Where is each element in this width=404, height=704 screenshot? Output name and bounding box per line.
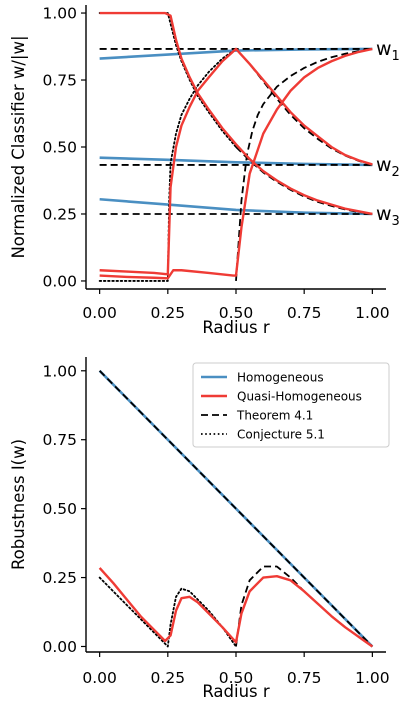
y-tick-label: 1.00 bbox=[42, 5, 77, 23]
x-axis-label: Radius r bbox=[202, 318, 270, 337]
y-tick-label: 0.50 bbox=[42, 139, 77, 157]
series-line-theorem-1 bbox=[99, 370, 373, 648]
x-axis-label: Radius r bbox=[202, 682, 270, 701]
x-tick-label: 1.00 bbox=[355, 304, 390, 322]
legend-label-3: Conjecture 5.1 bbox=[237, 428, 325, 442]
x-tick-label: 0.25 bbox=[151, 669, 186, 687]
weight-label-w1: w1 bbox=[376, 38, 400, 64]
weight-label-w2: w2 bbox=[376, 154, 400, 180]
x-tick-label: 0.75 bbox=[287, 304, 322, 322]
x-tick-label: 0.00 bbox=[82, 304, 117, 322]
series-line-quasi-4 bbox=[98, 567, 374, 648]
y-axis-label: Normalized Classifier w/|w| bbox=[9, 35, 28, 258]
series-line-theorem-6 bbox=[235, 48, 373, 282]
x-tick-label: 0.75 bbox=[287, 669, 322, 687]
y-axis-label: Robustness I(w) bbox=[9, 439, 28, 570]
x-tick-label: 0.50 bbox=[219, 304, 254, 322]
y-tick-label: 0.75 bbox=[42, 72, 77, 90]
series-line-homogeneous-1 bbox=[99, 156, 373, 167]
legend: Homogeneous Quasi-Homogeneous Theorem 4.1 C… bbox=[192, 362, 390, 448]
x-tick-label: 1.00 bbox=[355, 669, 390, 687]
legend-label-2: Theorem 4.1 bbox=[236, 409, 313, 423]
series-line-conjecture-3 bbox=[98, 576, 237, 648]
y-tick-label: 0.00 bbox=[42, 272, 77, 290]
series-line-theorem-7 bbox=[235, 48, 373, 166]
y-tick-label: 0.00 bbox=[42, 638, 77, 656]
x-tick-label: 0.50 bbox=[219, 669, 254, 687]
y-tick-label: 0.50 bbox=[42, 500, 77, 518]
series-line-quasi-13 bbox=[99, 47, 373, 280]
chart-robustness: 0.00 0.25 0.50 0.75 1.00 0.00 0.25 0.50 0.75 1.00… bbox=[9, 357, 390, 701]
x-tick-label: 0.25 bbox=[151, 304, 186, 322]
chart-normalized-classifier: 0.00 0.25 0.50 0.75 1.00 0.00 0.25 0.50 0.75 1.00… bbox=[9, 5, 400, 337]
y-tick-label: 1.00 bbox=[42, 362, 77, 380]
series-line-conjecture-9 bbox=[98, 12, 237, 148]
x-tick-label: 0.00 bbox=[82, 669, 117, 687]
legend-label-0: Homogeneous bbox=[237, 371, 324, 385]
weight-label-w3: w3 bbox=[376, 203, 400, 229]
y-tick-label: 0.25 bbox=[42, 569, 77, 587]
y-tick-label: 0.25 bbox=[42, 205, 77, 223]
legend-frame bbox=[192, 362, 390, 448]
legend-label-1: Quasi-Homogeneous bbox=[237, 390, 362, 404]
series-line-homogeneous-2 bbox=[99, 197, 373, 216]
series-line-quasi-12 bbox=[99, 47, 373, 276]
series-line-quasi-11 bbox=[99, 11, 373, 216]
y-tick-label: 0.75 bbox=[42, 431, 77, 449]
